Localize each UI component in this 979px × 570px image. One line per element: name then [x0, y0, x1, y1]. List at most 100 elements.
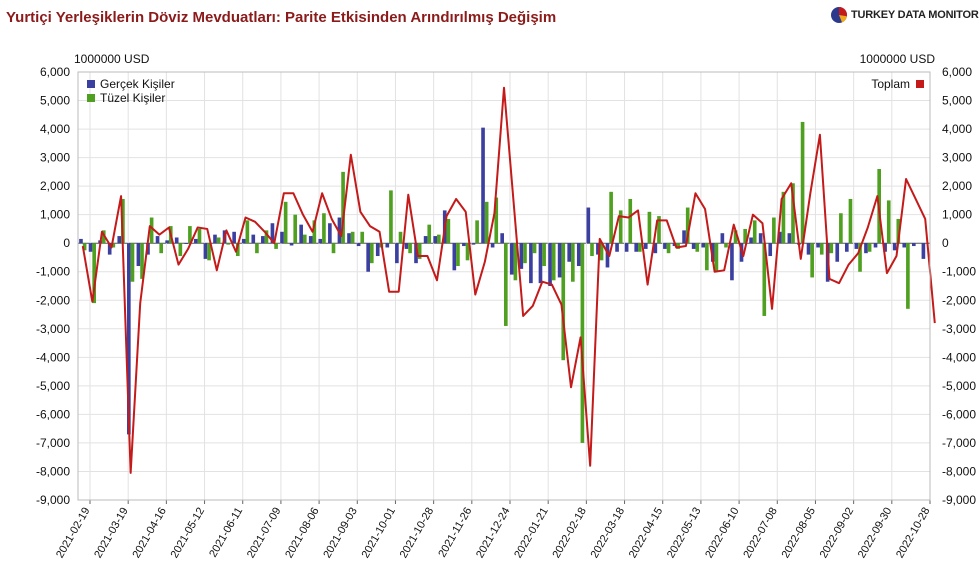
legend-swatch: [916, 80, 924, 88]
bar-gercek-kisiler: [337, 217, 342, 244]
bar-tuzel-kisiler: [657, 216, 661, 244]
bar-tuzel-kisiler: [465, 243, 470, 261]
bar-gercek-kisiler: [395, 243, 399, 264]
bar-gercek-kisiler: [289, 243, 294, 246]
y-tick-label-left: 4,000: [40, 122, 70, 136]
bar-tuzel-kisiler: [140, 243, 144, 279]
bar-gercek-kisiler: [615, 243, 619, 252]
bar-gercek-kisiler: [155, 236, 160, 244]
bar-tuzel-kisiler: [676, 243, 680, 249]
bar-tuzel-kisiler: [322, 213, 326, 244]
x-tick-label: 2022-04-15: [627, 506, 666, 561]
bar-gercek-kisiler: [624, 243, 629, 252]
bar-tuzel-kisiler: [800, 121, 805, 244]
bar-gercek-kisiler: [691, 243, 696, 249]
bar-tuzel-kisiler: [714, 243, 719, 272]
bar-tuzel-kisiler: [417, 243, 422, 259]
bar-tuzel-kisiler: [389, 190, 393, 244]
bar-gercek-kisiler: [88, 243, 93, 252]
y-tick-label-right: 5,000: [942, 94, 972, 108]
bar-tuzel-kisiler: [705, 243, 709, 271]
bar-tuzel-kisiler: [302, 234, 307, 244]
bar-gercek-kisiler: [375, 243, 380, 257]
bar-tuzel-kisiler: [561, 243, 566, 361]
bar-tuzel-kisiler: [551, 243, 556, 281]
bar-tuzel-kisiler: [408, 243, 412, 254]
bar-gercek-kisiler: [165, 240, 169, 244]
x-tick-label: 2021-09-03: [321, 506, 360, 561]
x-tick-label: 2021-03-19: [92, 506, 131, 561]
x-tick-label: 2022-09-02: [818, 506, 857, 561]
x-tick-label: 2021-04-16: [130, 506, 169, 561]
bar-gercek-kisiler: [643, 243, 648, 249]
bar-gercek-kisiler: [347, 233, 351, 244]
bar-tuzel-kisiler: [628, 198, 633, 244]
y-tick-label-right: -9,000: [942, 493, 976, 507]
bar-gercek-kisiler: [452, 243, 457, 271]
y-tick-label-left: 5,000: [40, 94, 70, 108]
x-tick-label: 2021-06-11: [207, 506, 245, 560]
legend-label: Tüzel Kişiler: [100, 91, 165, 105]
bar-gercek-kisiler: [509, 243, 514, 275]
legend-swatch: [87, 94, 95, 102]
bar-tuzel-kisiler: [427, 224, 432, 244]
bar-tuzel-kisiler: [685, 207, 690, 244]
bar-gercek-kisiler: [500, 233, 504, 244]
brand-logo: TURKEY DATA MONITOR: [830, 6, 979, 24]
line-series: [81, 86, 936, 474]
bar-tuzel-kisiler: [159, 243, 164, 254]
bar-tuzel-kisiler: [456, 243, 460, 267]
bar-tuzel-kisiler: [446, 218, 451, 244]
bar-gercek-kisiler: [241, 238, 246, 244]
bar-tuzel-kisiler: [82, 243, 87, 251]
bar-gercek-kisiler: [596, 243, 600, 255]
y-tick-label-right: -2,000: [942, 293, 976, 307]
y-tick-label-left: -9,000: [36, 493, 70, 507]
y-tick-label-left: 0: [63, 236, 70, 250]
bar-tuzel-kisiler: [848, 198, 853, 244]
bar-tuzel-kisiler: [542, 243, 546, 267]
bar-tuzel-kisiler: [666, 243, 671, 254]
y-tick-label-left: 6,000: [40, 65, 70, 79]
bar-tuzel-kisiler: [762, 243, 767, 316]
bar-gercek-kisiler: [519, 243, 524, 269]
bar-gercek-kisiler: [557, 243, 562, 278]
bar-gercek-kisiler: [146, 243, 150, 255]
bar-tuzel-kisiler: [475, 220, 479, 244]
x-tick-label: 2022-08-05: [780, 506, 819, 561]
bar-gercek-kisiler: [328, 223, 332, 244]
y-tick-label-right: -6,000: [942, 407, 976, 421]
y-tick-label-right: -1,000: [942, 265, 976, 279]
y-tick-label-left: -1,000: [36, 265, 70, 279]
x-tick-label: 2021-05-12: [169, 506, 208, 561]
bar-tuzel-kisiler: [341, 171, 345, 244]
bar-gercek-kisiler: [174, 237, 179, 244]
bar-tuzel-kisiler: [829, 243, 834, 254]
bar-tuzel-kisiler: [752, 220, 757, 244]
bar-gercek-kisiler: [768, 243, 773, 257]
bar-tuzel-kisiler: [283, 201, 288, 244]
legend-label: Toplam: [871, 77, 910, 91]
y-tick-label-right: 1,000: [942, 208, 972, 222]
bar-gercek-kisiler: [251, 234, 256, 244]
bar-tuzel-kisiler: [504, 243, 508, 326]
y-tick-label-left: -8,000: [36, 464, 70, 478]
bar-tuzel-kisiler: [532, 243, 537, 254]
bar-tuzel-kisiler: [896, 218, 901, 244]
x-tick-label: 2021-07-09: [245, 506, 284, 561]
y-tick-label-left: 1,000: [40, 208, 70, 222]
y-tick-label-left: -5,000: [36, 379, 70, 393]
x-tick-label: 2022-01-21: [512, 506, 551, 561]
bar-tuzel-kisiler: [839, 213, 843, 244]
bar-tuzel-kisiler: [571, 243, 575, 282]
bar-gercek-kisiler: [280, 231, 284, 244]
bar-gercek-kisiler: [835, 243, 840, 262]
x-tick-label: 2022-09-30: [856, 506, 895, 561]
bar-gercek-kisiler: [720, 233, 725, 244]
x-tick-label: 2022-05-13: [665, 506, 704, 561]
line-toplam: [81, 86, 936, 474]
bar-gercek-kisiler: [404, 243, 409, 249]
bar-tuzel-kisiler: [350, 231, 355, 244]
bar-gercek-kisiler: [79, 238, 83, 244]
bar-gercek-kisiler: [127, 243, 131, 435]
